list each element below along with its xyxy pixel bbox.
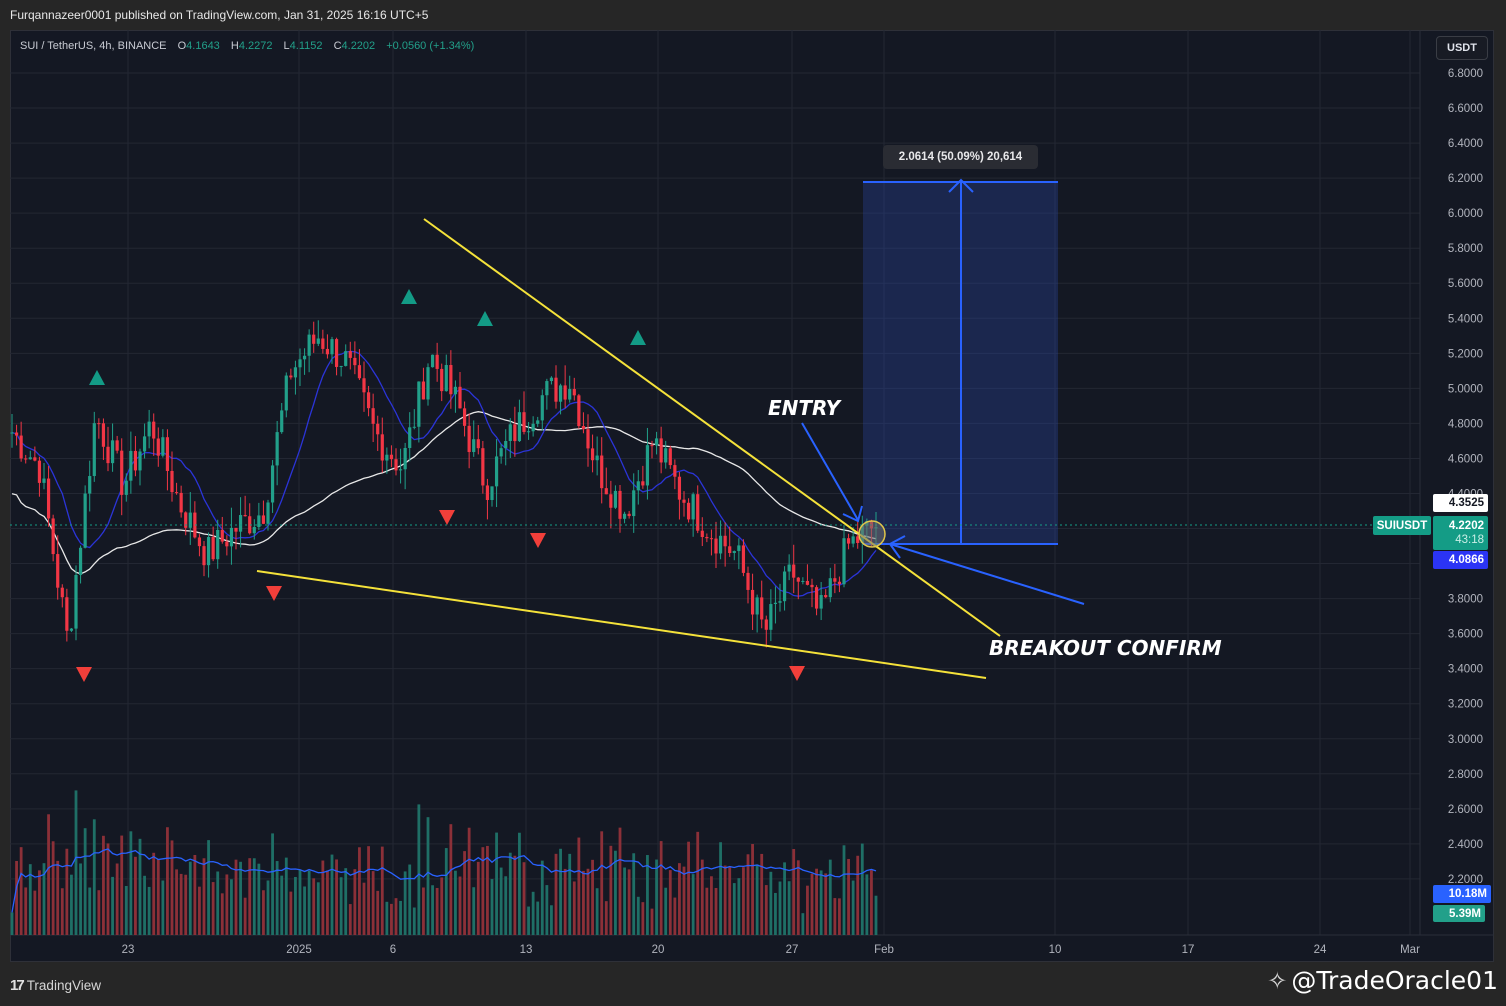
svg-text:24: 24 <box>1314 944 1327 956</box>
tradingview-brand: TradingView <box>26 978 101 993</box>
high-value: 4.2272 <box>238 40 273 52</box>
open-value: 4.1643 <box>186 40 220 52</box>
author-watermark: ✧ @TradeOracle01 <box>1267 966 1498 995</box>
entry-annotation[interactable]: ENTRY <box>768 396 841 420</box>
svg-text:2.6000: 2.6000 <box>1448 804 1483 816</box>
entry-arrow[interactable] <box>801 422 859 521</box>
svg-text:4.8000: 4.8000 <box>1448 418 1483 430</box>
svg-text:Feb: Feb <box>874 944 894 956</box>
time-axis-ticks: 23 2025 6 13 20 27 Feb 10 17 24 Mar <box>122 944 1420 956</box>
chart-pane[interactable] <box>10 30 1494 962</box>
watermark-handle: @TradeOracle01 <box>1291 966 1498 995</box>
symbol-title[interactable]: SUI / TetherUS, 4h, BINANCE <box>20 40 167 52</box>
measure-arrowhead-icon <box>948 178 974 193</box>
last-price-tag: 4.2202 43:18 <box>1433 516 1488 550</box>
svg-text:3.4000: 3.4000 <box>1448 664 1483 676</box>
open-label: O <box>177 40 187 52</box>
svg-text:6.0000: 6.0000 <box>1448 208 1483 220</box>
svg-text:3.2000: 3.2000 <box>1448 699 1483 711</box>
svg-text:23: 23 <box>122 944 135 956</box>
close-value: 4.2202 <box>341 40 376 52</box>
volume-ma-line <box>11 848 877 913</box>
svg-text:27: 27 <box>786 944 799 956</box>
breakout-arrowhead-icon <box>888 535 906 559</box>
high-label: H <box>230 40 239 52</box>
tradingview-mark-icon: 17 <box>10 977 25 994</box>
change-value: +0.0560 (+1.34%) <box>386 40 475 52</box>
svg-text:5.2000: 5.2000 <box>1448 348 1483 360</box>
price-chart-canvas[interactable]: 6.8000 6.6000 6.4000 6.2000 6.0000 5.8000 5.60… <box>10 30 1494 962</box>
svg-text:13: 13 <box>520 944 533 956</box>
price-axis-ticks: 6.8000 6.6000 6.4000 6.2000 6.0000 5.8000 5.60… <box>1448 68 1483 886</box>
svg-text:6.2000: 6.2000 <box>1448 173 1483 185</box>
wedge-lower-trendline[interactable] <box>256 570 987 679</box>
low-label: L <box>283 40 290 52</box>
svg-text:3.8000: 3.8000 <box>1448 594 1483 606</box>
ma200-price-tag: 4.3525 <box>1433 494 1488 512</box>
svg-text:2025: 2025 <box>286 944 312 956</box>
pivot-markers <box>76 289 805 682</box>
wedge-upper-trendline[interactable] <box>423 218 1001 637</box>
close-label: C <box>333 40 342 52</box>
svg-text:10: 10 <box>1049 944 1062 956</box>
svg-text:4.6000: 4.6000 <box>1448 453 1483 465</box>
svg-text:2.4000: 2.4000 <box>1448 839 1483 851</box>
ticker-tag: SUIUSDT <box>1373 516 1431 535</box>
currency-button[interactable]: USDT <box>1436 36 1488 60</box>
volume-ma-tag: 10.18M <box>1433 885 1491 903</box>
ma50-line <box>11 350 877 597</box>
measure-label: 2.0614 (50.09%) 20,614 <box>883 145 1038 169</box>
published-info: Furqannazeer0001 published on TradingVie… <box>10 8 429 22</box>
svg-text:3.6000: 3.6000 <box>1448 629 1483 641</box>
svg-text:20: 20 <box>652 944 665 956</box>
svg-text:6: 6 <box>390 944 396 956</box>
svg-text:6.8000: 6.8000 <box>1448 68 1483 80</box>
svg-text:5.4000: 5.4000 <box>1448 313 1483 325</box>
svg-text:17: 17 <box>1182 944 1195 956</box>
volume-tag: 5.39M <box>1433 905 1485 922</box>
svg-text:5.0000: 5.0000 <box>1448 383 1483 395</box>
binance-icon: ✧ <box>1267 966 1288 995</box>
breakout-confirm-annotation[interactable]: BREAKOUT CONFIRM <box>989 636 1222 660</box>
breakout-highlight-circle[interactable] <box>858 520 886 548</box>
ma50-price-tag: 4.0866 <box>1433 551 1488 569</box>
chart-legend: SUI / TetherUS, 4h, BINANCE O4.1643 H4.2… <box>20 40 474 52</box>
ma200-line <box>11 411 877 575</box>
svg-text:2.2000: 2.2000 <box>1448 874 1483 886</box>
last-price-value: 4.2202 <box>1448 520 1484 532</box>
entry-arrowhead-icon <box>842 505 863 523</box>
svg-text:5.8000: 5.8000 <box>1448 243 1483 255</box>
tradingview-logo[interactable]: 17 TradingView <box>10 977 101 994</box>
svg-text:6.4000: 6.4000 <box>1448 138 1483 150</box>
low-value: 4.1152 <box>289 40 323 52</box>
grid-lines <box>10 30 1420 935</box>
svg-text:3.0000: 3.0000 <box>1448 734 1483 746</box>
bar-countdown: 43:18 <box>1455 534 1484 546</box>
breakout-arrow[interactable] <box>889 543 1085 605</box>
svg-text:6.6000: 6.6000 <box>1448 103 1483 115</box>
svg-text:5.6000: 5.6000 <box>1448 278 1483 290</box>
candlesticks <box>10 320 878 648</box>
volume-bars <box>10 790 878 935</box>
svg-text:Mar: Mar <box>1400 944 1420 956</box>
svg-text:2.8000: 2.8000 <box>1448 769 1483 781</box>
